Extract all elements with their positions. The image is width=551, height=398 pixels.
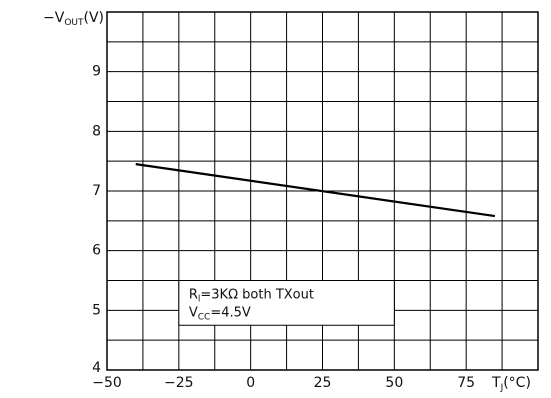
y-tick-label: 5 xyxy=(92,302,101,318)
x-axis-title: TJ(°C) xyxy=(491,375,531,393)
y-ticks: 4 5 6 7 8 9 xyxy=(92,64,101,376)
x-tick-label: 50 xyxy=(385,375,403,391)
y-tick-label: 9 xyxy=(92,64,101,80)
y-tick-label: 7 xyxy=(92,183,101,199)
y-tick-label: 6 xyxy=(92,243,101,259)
x-ticks: −50 −25 0 25 50 75 xyxy=(92,375,475,391)
annotation-line-1: Rl=3KΩ both TXout xyxy=(189,288,314,305)
x-tick-label: 75 xyxy=(457,375,475,391)
x-tick-label: −50 xyxy=(92,375,122,391)
plot-frame xyxy=(106,11,539,371)
axis-titles: −VOUT(V) TJ(°C) xyxy=(43,10,531,393)
y-axis-title: −VOUT(V) xyxy=(43,10,104,28)
series-lines xyxy=(135,163,496,218)
y-tick-label: 8 xyxy=(92,123,101,139)
y-tick-label: 4 xyxy=(92,360,101,376)
x-tick-label: −25 xyxy=(164,375,194,391)
annotation-line-2: VCC=4.5V xyxy=(189,306,251,323)
annotation-box-frame xyxy=(178,280,395,326)
x-tick-label: 0 xyxy=(246,375,255,391)
x-tick-label: 25 xyxy=(314,375,332,391)
series-line xyxy=(135,163,496,218)
